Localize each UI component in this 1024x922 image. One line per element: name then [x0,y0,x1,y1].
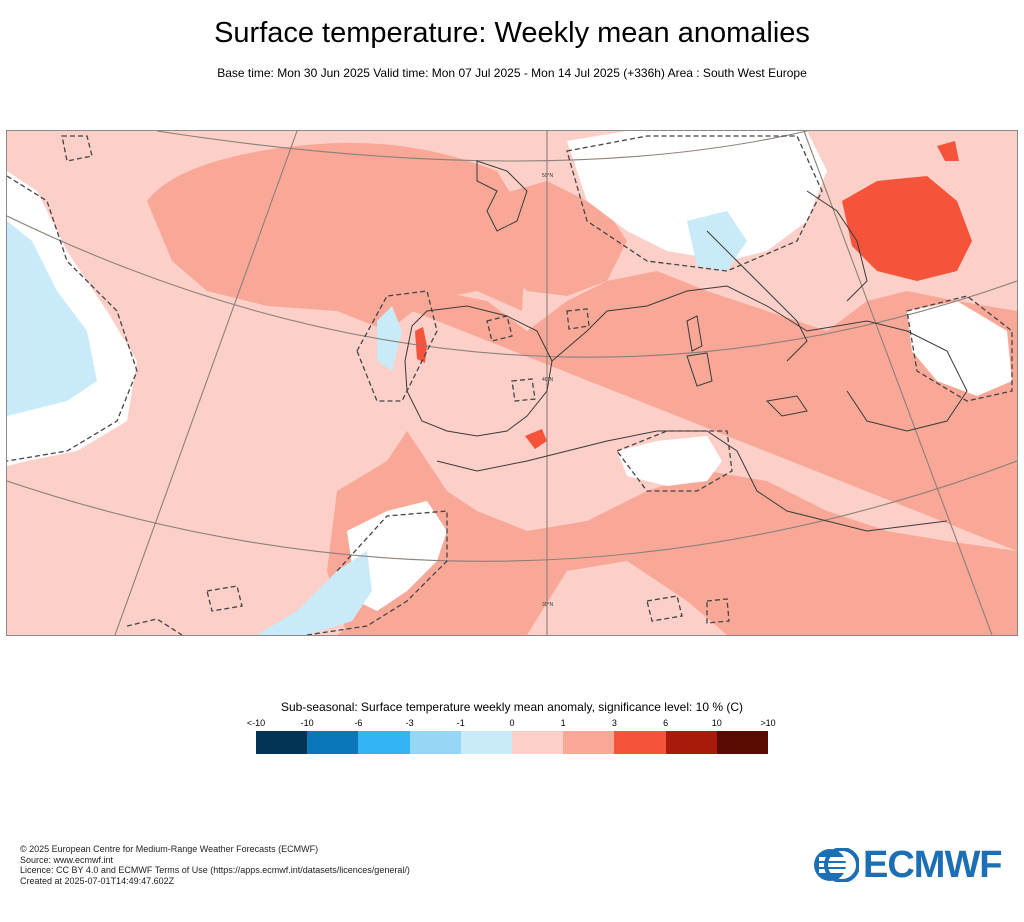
morocco-cool [257,551,372,635]
legend-swatch [307,731,359,754]
morocco-neutral [347,501,447,611]
legend-tick: >10 [760,718,776,728]
copyright-line: © 2025 European Centre for Medium-Range … [20,844,319,854]
legend-swatch [614,731,666,754]
lat-label-30: 30°N [542,602,554,608]
legend-swatch [716,731,769,754]
legend-tick: 6 [663,718,669,728]
chart-title: Surface temperature: Weekly mean anomali… [214,17,810,49]
legend-tick: -10 [300,718,314,728]
legend-swatch [409,731,461,754]
france-warm-area [477,181,627,296]
legend-tick: -1 [456,718,465,728]
iberia-coast-cool [377,306,402,371]
graticule [7,131,1017,635]
greece-neutral [907,301,1012,396]
ne-hot-spot [937,141,959,161]
legend-swatch [460,731,513,754]
legend-tick: <-10 [246,718,266,728]
significance-contours [7,135,1013,635]
legend-tick: 1 [560,718,566,728]
legend-swatch [665,731,717,754]
legend-colorbar [256,731,769,754]
licence-line: Licence: CC BY 4.0 and ECMWF Terms of Us… [20,865,410,875]
chart-subtitle: Base time: Mon 30 Jun 2025 Valid time: M… [217,66,807,80]
legend-ticks: <-10 -10 -6 -3 -1 0 1 3 6 10 >10 [247,718,776,730]
legend-swatch [358,731,410,754]
balkans-hot-area [842,176,972,281]
lat-label-40: 40°N [542,377,554,383]
legend-tick: -6 [354,718,363,728]
legend-tick: 0 [509,718,515,728]
legend-swatch [256,731,308,754]
libya-neutral [617,436,722,486]
legend-tick: 3 [611,718,617,728]
andalusia-hot-spot [525,429,547,449]
lat-label-50: 50°N [542,173,554,179]
alps-neutral [567,131,827,261]
coastlines [404,160,968,532]
footer-credits: © 2025 European Centre for Medium-Range … [20,844,410,886]
ecmwf-logo: ECMWF [813,843,1005,886]
created-line: Created at 2025-07-01T14:49:47.602Z [20,875,175,886]
ecmwf-logo-icon [814,848,859,882]
west-atlantic-cool [7,221,97,416]
map-svg: 50°N 40°N 30°N [7,131,1017,635]
legend-swatch [563,731,615,754]
legend-tick: -3 [405,718,414,728]
legend-tick: 10 [711,718,722,728]
ecmwf-logo-text: ECMWF [863,843,1003,886]
legend-title: Sub-seasonal: Surface temperature weekly… [281,700,743,714]
source-line: Source: www.ecmwf.int [20,854,114,865]
legend-swatch [512,731,564,754]
anomaly-map: 50°N 40°N 30°N [6,130,1018,636]
